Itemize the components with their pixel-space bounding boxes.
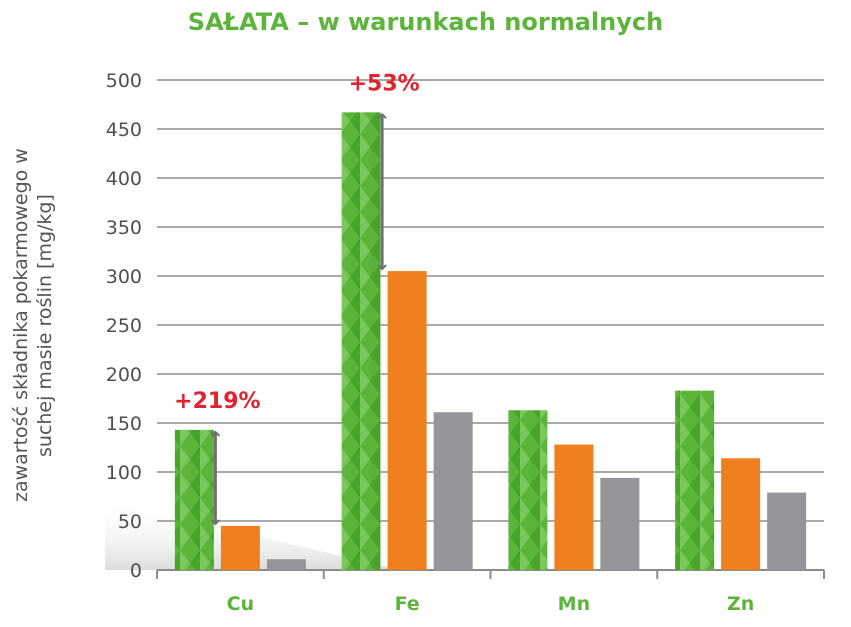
y-tick-label: 450 xyxy=(106,119,142,141)
bar-series-1-Zn xyxy=(675,390,715,570)
bar-series-3-Cu xyxy=(266,559,306,570)
y-tick-label: 200 xyxy=(106,364,142,386)
y-tick-label: 350 xyxy=(106,217,142,239)
bar-series-2-Cu xyxy=(220,525,260,570)
x-category-label: Zn xyxy=(727,593,754,615)
bar-series-1-Fe xyxy=(341,112,381,570)
y-tick-label: 300 xyxy=(106,266,142,288)
chart-title: SAŁATA – w warunkach normalnych xyxy=(187,8,664,36)
bar-series-3-Mn xyxy=(600,477,640,570)
x-category-label: Cu xyxy=(227,593,254,615)
bar-series-3-Zn xyxy=(767,492,807,570)
annotation-label: +219% xyxy=(174,389,260,414)
bar-series-2-Zn xyxy=(721,458,761,570)
annotation-label: +53% xyxy=(349,71,420,96)
y-tick-label: 100 xyxy=(106,462,142,484)
bar-series-1-Mn xyxy=(508,410,548,570)
bar-series-3-Fe xyxy=(433,412,473,570)
x-category-label: Mn xyxy=(558,593,590,615)
y-tick-label: 400 xyxy=(106,168,142,190)
y-tick-label: 50 xyxy=(118,511,142,533)
x-category-label: Fe xyxy=(395,593,420,615)
bar-series-2-Mn xyxy=(554,444,594,570)
y-tick-label: 0 xyxy=(130,560,142,582)
bar-series-1-Cu xyxy=(174,429,214,570)
y-tick-label: 500 xyxy=(106,70,142,92)
bar-series-2-Fe xyxy=(387,271,427,570)
y-tick-label: 250 xyxy=(106,315,142,337)
y-tick-label: 150 xyxy=(106,413,142,435)
